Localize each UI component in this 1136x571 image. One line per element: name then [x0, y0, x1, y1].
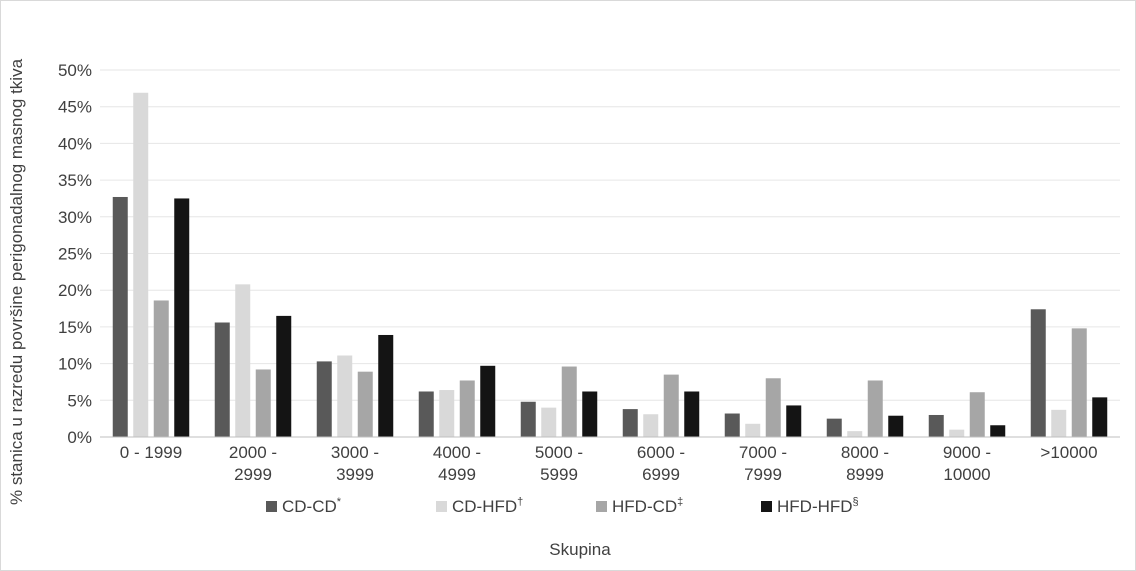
bar-hfd-hfd — [786, 405, 802, 437]
legend-swatch — [761, 501, 772, 512]
y-tick-label: 20% — [58, 281, 92, 300]
x-tick-label: 5000 - — [535, 443, 583, 462]
legend-superscript: * — [337, 496, 342, 508]
bar-hfd-hfd — [480, 365, 496, 437]
bar-cd-cd — [316, 361, 332, 437]
x-tick-label: 8000 - — [841, 443, 889, 462]
legend-swatch — [596, 501, 607, 512]
bar-cd-cd — [112, 196, 128, 437]
x-tick-label: 6000 - — [637, 443, 685, 462]
bar-cd-hfd — [745, 423, 761, 437]
x-tick-label: 3999 — [336, 465, 374, 484]
bar-hfd-hfd — [990, 425, 1006, 437]
bar-hfd-cd — [561, 366, 577, 437]
bar-cd-hfd — [949, 429, 965, 437]
x-tick-label: 5999 — [540, 465, 578, 484]
legend-swatch — [436, 501, 447, 512]
y-tick-label: 30% — [58, 208, 92, 227]
bar-hfd-cd — [357, 371, 373, 437]
x-tick-label: 4999 — [438, 465, 476, 484]
bar-cd-hfd — [235, 284, 251, 437]
bar-hfd-cd — [663, 374, 679, 437]
bar-cd-cd — [418, 391, 434, 437]
x-tick-label: 7999 — [744, 465, 782, 484]
bar-hfd-hfd — [174, 198, 190, 437]
bar-hfd-cd — [153, 300, 169, 437]
bar-hfd-cd — [969, 392, 985, 437]
bar-hfd-hfd — [684, 391, 700, 437]
legend-superscript: ‡ — [677, 496, 683, 508]
bar-cd-hfd — [133, 92, 149, 437]
bar-cd-cd — [826, 418, 842, 437]
x-tick-label: 8999 — [846, 465, 884, 484]
bar-cd-cd — [1030, 309, 1046, 437]
bar-cd-hfd — [643, 414, 659, 437]
x-tick-label: 6999 — [642, 465, 680, 484]
bar-cd-cd — [622, 409, 638, 437]
bar-cd-cd — [214, 322, 230, 437]
bar-cd-hfd — [847, 431, 863, 437]
legend-label: HFD-HFD§ — [777, 496, 859, 516]
bar-hfd-hfd — [378, 334, 394, 437]
bars — [112, 92, 1108, 437]
x-tick-label: 0 - 1999 — [120, 443, 182, 462]
y-axis-title: % stanica u razredu površine perigonadal… — [7, 58, 26, 505]
bar-cd-cd — [928, 414, 944, 437]
gridlines — [100, 69, 1120, 401]
x-tick-label: 4000 - — [433, 443, 481, 462]
bar-hfd-cd — [1071, 328, 1087, 437]
bar-hfd-cd — [255, 369, 271, 437]
bar-hfd-cd — [867, 380, 883, 437]
x-tick-label: 2000 - — [229, 443, 277, 462]
bar-hfd-hfd — [888, 415, 904, 437]
bar-cd-cd — [724, 413, 740, 437]
legend-label: CD-HFD† — [452, 496, 523, 516]
x-tick-label: >10000 — [1040, 443, 1097, 462]
axes: 0% 5% 10% 15% 20% 25% 30% 35% 40% 45% 50% 0 - 1999 2… — [58, 61, 1120, 484]
y-tick-label: 35% — [58, 171, 92, 190]
bar-cd-hfd — [1051, 409, 1067, 437]
x-tick-label: 2999 — [234, 465, 272, 484]
x-axis-title: Skupina — [549, 540, 611, 559]
x-tick-label: 3000 - — [331, 443, 379, 462]
y-tick-label: 15% — [58, 318, 92, 337]
bar-hfd-cd — [765, 378, 781, 437]
x-tick-label: 10000 — [943, 465, 990, 484]
x-tick-label: 9000 - — [943, 443, 991, 462]
legend-superscript: † — [517, 496, 523, 508]
legend-label: CD-CD* — [282, 496, 342, 516]
legend-superscript: § — [853, 496, 859, 508]
y-tick-label: 0% — [67, 428, 92, 447]
legend-swatch — [266, 501, 277, 512]
y-tick-label: 50% — [58, 61, 92, 80]
x-tick-label: 7000 - — [739, 443, 787, 462]
bar-cd-hfd — [541, 407, 557, 437]
bar-cd-hfd — [439, 390, 455, 437]
y-tick-label: 5% — [67, 391, 92, 410]
bar-hfd-hfd — [1092, 397, 1108, 437]
y-tick-label: 10% — [58, 355, 92, 374]
bar-hfd-hfd — [276, 315, 292, 437]
y-tick-label: 45% — [58, 98, 92, 117]
y-tick-label: 25% — [58, 245, 92, 264]
bar-hfd-hfd — [582, 391, 598, 437]
bar-cd-cd — [520, 401, 536, 437]
bar-cd-hfd — [337, 355, 353, 437]
legend-label: HFD-CD‡ — [612, 496, 683, 516]
legend: CD-CD* CD-HFD† HFD-CD‡ HFD-HFD§ — [266, 496, 859, 516]
y-tick-label: 40% — [58, 134, 92, 153]
bar-hfd-cd — [459, 380, 475, 437]
